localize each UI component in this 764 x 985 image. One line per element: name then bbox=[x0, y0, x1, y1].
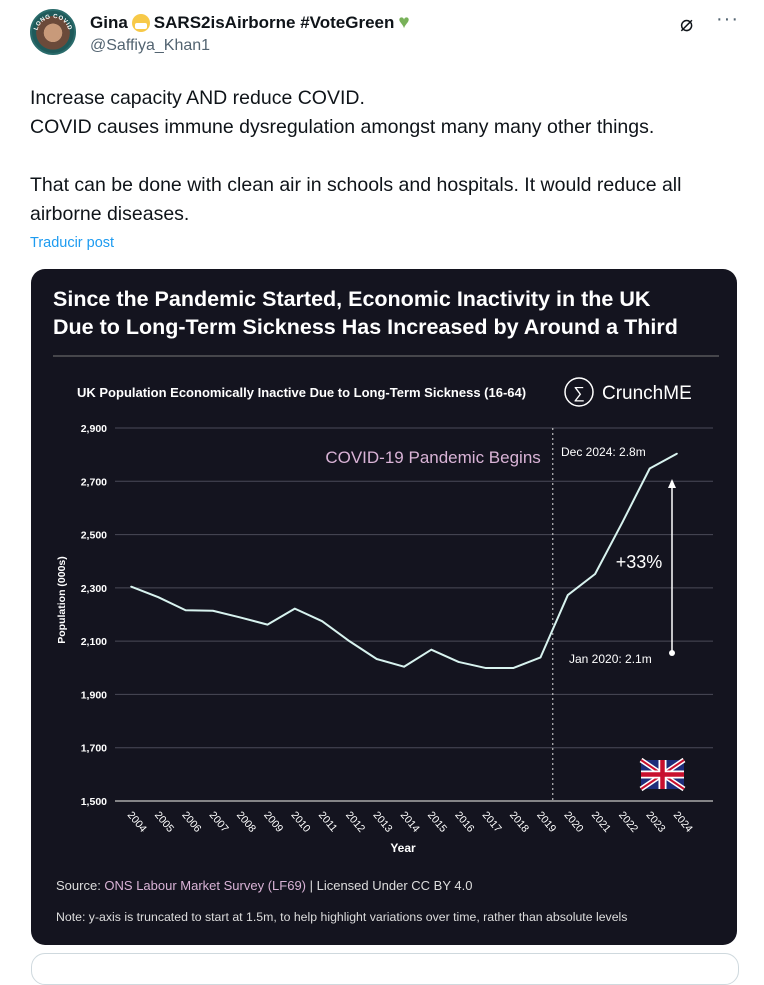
data-point bbox=[485, 667, 487, 669]
x-tick-label: 2014 bbox=[398, 809, 422, 835]
x-tick-label: 2009 bbox=[261, 809, 285, 835]
change-label: +33% bbox=[616, 552, 663, 572]
source-prefix: Source: bbox=[56, 878, 104, 893]
x-tick-label: 2024 bbox=[671, 809, 695, 835]
x-tick-label: 2011 bbox=[316, 809, 340, 834]
arrow-head-icon bbox=[668, 479, 676, 488]
y-tick-label: 1,700 bbox=[81, 743, 107, 755]
avatar-text: LONG COVID bbox=[33, 14, 72, 32]
x-tick-label: 2013 bbox=[370, 809, 394, 835]
uk-flag-cross-red bbox=[641, 760, 684, 789]
user-handle[interactable]: @Saffiya_Khan1 bbox=[90, 37, 211, 54]
avatar-text-path: LONG COVID bbox=[33, 14, 72, 32]
x-tick-label: 2021 bbox=[589, 809, 613, 835]
data-point bbox=[594, 573, 596, 575]
more-icon[interactable]: ··· bbox=[716, 8, 739, 30]
grok-icon[interactable]: ⌀ bbox=[680, 11, 694, 36]
data-point bbox=[567, 594, 569, 596]
source-link: ONS Labour Market Survey (LF69) bbox=[104, 878, 306, 893]
crunchme-logo-icon bbox=[564, 377, 594, 407]
sigma-icon: ∑ bbox=[573, 385, 584, 402]
data-point bbox=[321, 620, 323, 622]
y-axis-label: Population (000s) bbox=[56, 556, 68, 644]
x-tick-label: 2019 bbox=[534, 809, 558, 835]
data-point bbox=[539, 656, 542, 659]
avatar-badge: LONG COVID bbox=[33, 14, 72, 32]
green-heart-icon: ♥ bbox=[398, 12, 410, 33]
data-point bbox=[457, 661, 460, 663]
y-tick-label: 1,500 bbox=[81, 796, 107, 808]
x-tick-label: 2017 bbox=[480, 809, 504, 835]
display-name-first: Gina bbox=[90, 13, 128, 32]
y-tick-label: 2,300 bbox=[81, 583, 107, 595]
brand-name: CrunchME bbox=[602, 383, 692, 404]
chart-image[interactable]: Since the Pandemic Started, Economic Ina… bbox=[31, 269, 737, 945]
next-card bbox=[31, 953, 739, 985]
chart-title: Due to Long-Term Sickness Has Increased … bbox=[53, 315, 678, 339]
x-tick-label: 2023 bbox=[643, 809, 667, 835]
translate-post-link[interactable]: Traducir post bbox=[30, 235, 115, 251]
data-point bbox=[375, 658, 378, 660]
x-tick-label: 2020 bbox=[562, 809, 586, 835]
source-line: Source: ONS Labour Market Survey (LF69) … bbox=[56, 878, 472, 893]
data-point bbox=[239, 616, 241, 619]
tweet-line: That can be done with clean air in schoo… bbox=[30, 174, 682, 225]
tweet-line bbox=[30, 142, 750, 171]
data-point bbox=[294, 607, 296, 610]
data-point bbox=[348, 640, 351, 642]
y-tick-label: 1,900 bbox=[81, 689, 107, 701]
source-suffix: | Licensed Under CC BY 4.0 bbox=[306, 878, 472, 893]
x-tick-label: 2004 bbox=[125, 809, 149, 835]
data-point bbox=[676, 452, 678, 455]
y-tick-label: 2,100 bbox=[81, 636, 107, 648]
x-axis-label: Year bbox=[390, 841, 416, 855]
data-point bbox=[430, 648, 433, 651]
data-point bbox=[212, 609, 214, 612]
pandemic-label: COVID-19 Pandemic Begins bbox=[325, 448, 540, 467]
data-point bbox=[648, 467, 651, 470]
start-value-label: Jan 2020: 2.1m bbox=[569, 652, 652, 666]
tweet-body: Increase capacity AND reduce COVID. COVI… bbox=[30, 84, 750, 229]
data-point bbox=[157, 596, 160, 598]
data-line bbox=[130, 452, 678, 670]
x-tick-label: 2012 bbox=[343, 809, 367, 835]
display-name[interactable]: Gina SARS2isAirborne #VoteGreen ♥ bbox=[90, 12, 410, 34]
data-point bbox=[266, 623, 269, 626]
y-tick-label: 2,900 bbox=[81, 423, 107, 435]
data-point bbox=[184, 609, 187, 612]
x-tick-label: 2018 bbox=[507, 809, 531, 835]
avatar[interactable]: LONG COVID bbox=[30, 9, 76, 55]
mask-emoji-icon bbox=[131, 14, 150, 32]
data-point bbox=[130, 585, 132, 588]
chart-note: Note: y-axis is truncated to start at 1.… bbox=[56, 910, 627, 924]
chart-subtitle: UK Population Economically Inactive Due … bbox=[77, 385, 526, 400]
x-tick-label: 2015 bbox=[425, 809, 449, 835]
tweet-line: COVID causes immune dysregulation amongs… bbox=[30, 116, 655, 138]
arrow-base-dot bbox=[669, 650, 675, 656]
data-point bbox=[621, 521, 624, 524]
x-tick-label: 2005 bbox=[152, 809, 176, 835]
chart-title: Since the Pandemic Started, Economic Ina… bbox=[53, 287, 651, 311]
data-point bbox=[403, 665, 405, 668]
x-tick-label: 2016 bbox=[452, 809, 476, 835]
y-tick-label: 2,700 bbox=[81, 476, 107, 488]
y-tick-label: 2,500 bbox=[81, 530, 107, 542]
x-tick-label: 2022 bbox=[616, 809, 640, 835]
display-name-rest: SARS2isAirborne #VoteGreen bbox=[153, 13, 395, 32]
end-value-label: Dec 2024: 2.8m bbox=[561, 445, 646, 459]
x-tick-label: 2010 bbox=[289, 809, 313, 835]
x-tick-label: 2007 bbox=[207, 809, 231, 835]
x-tick-label: 2006 bbox=[179, 809, 203, 835]
x-tick-label: 2008 bbox=[234, 809, 258, 835]
chart-svg: Since the Pandemic Started, Economic Ina… bbox=[53, 287, 719, 924]
tweet-line: Increase capacity AND reduce COVID. bbox=[30, 87, 365, 109]
data-point bbox=[512, 667, 514, 669]
